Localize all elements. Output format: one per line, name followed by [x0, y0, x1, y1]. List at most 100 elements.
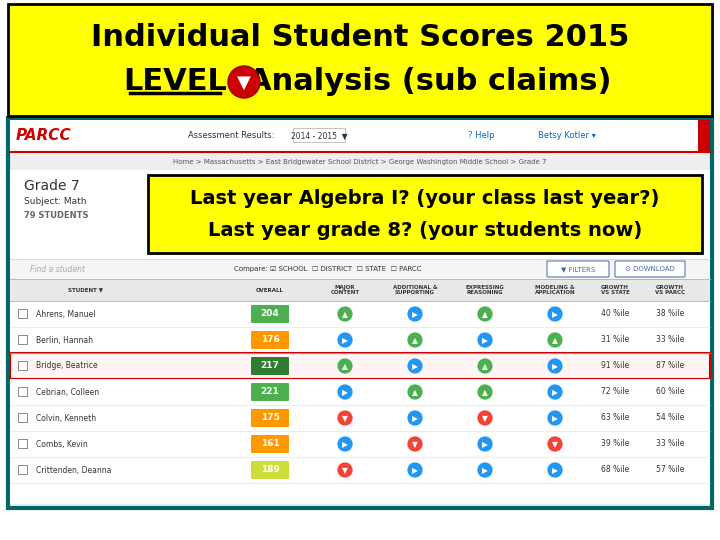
FancyBboxPatch shape — [148, 175, 702, 253]
Text: ▶: ▶ — [342, 336, 348, 345]
FancyBboxPatch shape — [698, 120, 710, 152]
Text: ▶: ▶ — [482, 466, 488, 475]
Text: ▲: ▲ — [482, 388, 488, 397]
Circle shape — [547, 358, 563, 374]
Circle shape — [547, 462, 563, 478]
Text: ▲: ▲ — [412, 388, 418, 397]
Text: Home > Massachusetts > East Bridgewater School District > George Washington Midd: Home > Massachusetts > East Bridgewater … — [174, 159, 546, 165]
Circle shape — [547, 306, 563, 322]
Circle shape — [477, 384, 493, 400]
Circle shape — [547, 410, 563, 426]
Text: ▶: ▶ — [412, 466, 418, 475]
FancyBboxPatch shape — [251, 383, 289, 401]
FancyBboxPatch shape — [547, 261, 609, 277]
FancyBboxPatch shape — [251, 357, 289, 375]
Circle shape — [407, 410, 423, 426]
FancyBboxPatch shape — [18, 361, 27, 370]
Text: ▶: ▶ — [412, 362, 418, 371]
Text: MODELING &
APPLICATION: MODELING & APPLICATION — [535, 285, 575, 295]
Text: PARCC: PARCC — [16, 129, 72, 144]
Text: ▶: ▶ — [342, 440, 348, 449]
Text: 2014 - 2015  ▼: 2014 - 2015 ▼ — [291, 132, 347, 140]
Text: ▶: ▶ — [552, 414, 558, 423]
Circle shape — [337, 332, 353, 348]
FancyBboxPatch shape — [10, 259, 710, 279]
FancyBboxPatch shape — [10, 353, 710, 379]
Text: 204: 204 — [261, 309, 279, 319]
Text: ▼: ▼ — [342, 414, 348, 423]
Circle shape — [547, 384, 563, 400]
Text: ▼: ▼ — [237, 74, 251, 92]
Text: Individual Student Scores 2015: Individual Student Scores 2015 — [91, 24, 629, 52]
Text: 54 %ile: 54 %ile — [656, 414, 684, 422]
Text: ▶: ▶ — [552, 388, 558, 397]
Text: ▼: ▼ — [412, 440, 418, 449]
Text: ▶: ▶ — [342, 388, 348, 397]
Text: ▲: ▲ — [482, 362, 488, 371]
Text: ▶: ▶ — [552, 362, 558, 371]
Text: Combs, Kevin: Combs, Kevin — [36, 440, 88, 449]
Text: ▶: ▶ — [482, 440, 488, 449]
FancyBboxPatch shape — [8, 118, 712, 508]
Text: STUDENT ▼: STUDENT ▼ — [68, 287, 102, 293]
FancyBboxPatch shape — [10, 379, 710, 405]
Text: Last year grade 8? (your students now): Last year grade 8? (your students now) — [208, 220, 642, 240]
Text: 161: 161 — [261, 440, 279, 449]
Text: 176: 176 — [261, 335, 279, 345]
Text: Bridge, Beatrice: Bridge, Beatrice — [36, 361, 98, 370]
Text: OVERALL: OVERALL — [256, 287, 284, 293]
FancyBboxPatch shape — [10, 279, 710, 301]
Text: ▼: ▼ — [342, 466, 348, 475]
Circle shape — [477, 358, 493, 374]
Circle shape — [477, 332, 493, 348]
Circle shape — [407, 332, 423, 348]
FancyBboxPatch shape — [10, 457, 710, 483]
Text: ▶: ▶ — [552, 466, 558, 475]
Text: ▶: ▶ — [412, 414, 418, 423]
FancyBboxPatch shape — [251, 461, 289, 479]
Text: Find a student: Find a student — [30, 265, 86, 273]
Text: MAJOR
CONTENT: MAJOR CONTENT — [330, 285, 359, 295]
Circle shape — [477, 462, 493, 478]
Circle shape — [337, 436, 353, 452]
Text: Analysis (sub claims): Analysis (sub claims) — [248, 68, 612, 97]
FancyBboxPatch shape — [18, 465, 27, 474]
Text: ▲: ▲ — [552, 336, 558, 345]
Text: 39 %ile: 39 %ile — [600, 440, 629, 449]
FancyBboxPatch shape — [10, 327, 710, 353]
Text: ▲: ▲ — [342, 362, 348, 371]
Text: Grade 7: Grade 7 — [24, 179, 80, 193]
Text: Betsy Kotler ▾: Betsy Kotler ▾ — [538, 132, 596, 140]
Text: 31 %ile: 31 %ile — [601, 335, 629, 345]
Text: ▼: ▼ — [552, 440, 558, 449]
Text: Assessment Results:: Assessment Results: — [188, 132, 274, 140]
Text: Crittenden, Deanna: Crittenden, Deanna — [36, 465, 112, 475]
Text: GROWTH
VS PARCC: GROWTH VS PARCC — [655, 285, 685, 295]
FancyBboxPatch shape — [18, 413, 27, 422]
Text: ▲: ▲ — [482, 310, 488, 319]
Text: Last year Algebra I? (your class last year?): Last year Algebra I? (your class last ye… — [190, 188, 660, 207]
Circle shape — [337, 306, 353, 322]
FancyBboxPatch shape — [293, 128, 345, 142]
Text: ? Help: ? Help — [468, 132, 495, 140]
FancyBboxPatch shape — [18, 309, 27, 318]
FancyBboxPatch shape — [18, 387, 27, 396]
Circle shape — [477, 410, 493, 426]
Circle shape — [547, 436, 563, 452]
Circle shape — [477, 306, 493, 322]
Text: 33 %ile: 33 %ile — [656, 335, 684, 345]
Circle shape — [407, 306, 423, 322]
Text: 221: 221 — [261, 388, 279, 396]
Text: 40 %ile: 40 %ile — [600, 309, 629, 319]
FancyBboxPatch shape — [10, 120, 710, 152]
FancyBboxPatch shape — [18, 438, 27, 448]
Text: 175: 175 — [261, 414, 279, 422]
Text: Compare: ☑ SCHOOL  ☐ DISTRICT  ☐ STATE  ☐ PARCC: Compare: ☑ SCHOOL ☐ DISTRICT ☐ STATE ☐ P… — [234, 266, 422, 272]
FancyBboxPatch shape — [615, 261, 685, 277]
Text: ▲: ▲ — [342, 310, 348, 319]
FancyBboxPatch shape — [8, 4, 712, 116]
Circle shape — [407, 358, 423, 374]
Circle shape — [407, 436, 423, 452]
Text: Subject: Math: Subject: Math — [24, 198, 86, 206]
Text: 217: 217 — [261, 361, 279, 370]
